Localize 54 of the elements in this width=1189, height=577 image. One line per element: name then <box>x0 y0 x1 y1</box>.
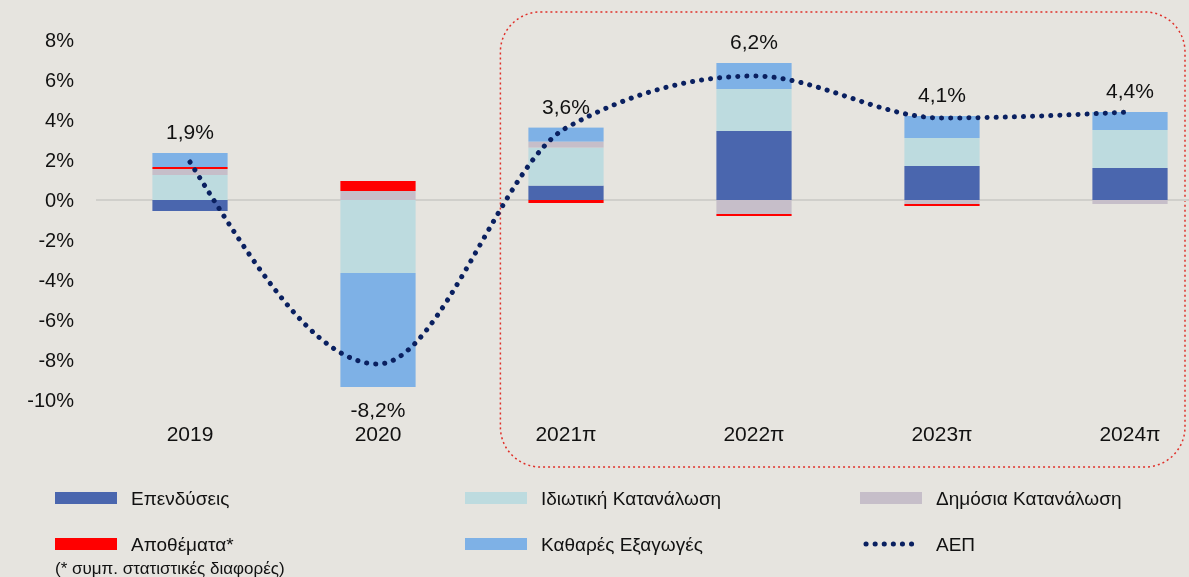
bar <box>716 131 792 200</box>
legend-label: Δημόσια Κατανάλωση <box>936 488 1122 509</box>
bar <box>1092 168 1168 200</box>
x-tick-label: 2022π <box>723 422 785 445</box>
bar <box>152 153 228 167</box>
bar <box>904 166 980 200</box>
data-label: 4,1% <box>918 83 966 106</box>
bar <box>1092 200 1168 204</box>
bar <box>340 200 416 273</box>
bar <box>716 63 792 89</box>
bar <box>1092 112 1168 130</box>
x-tick-label: 2021π <box>535 422 597 445</box>
y-tick-label: -10% <box>27 389 75 411</box>
bar <box>340 191 416 200</box>
y-tick-label: -2% <box>38 229 75 251</box>
text: (* συμπ. στατιστικές διαφορές) <box>55 559 285 577</box>
data-label: 4,4% <box>1106 79 1154 102</box>
bar <box>528 147 604 186</box>
y-tick-label: 8% <box>45 29 75 51</box>
legend-label: Ιδιωτική Κατανάλωση <box>541 488 722 509</box>
data-label: -8,2% <box>350 398 406 421</box>
x-tick-label: 2020 <box>354 422 402 445</box>
bar <box>152 169 228 175</box>
bar <box>904 138 980 166</box>
legend-label: Αποθέματα* <box>131 534 235 555</box>
bar <box>716 200 792 214</box>
y-tick-label: -4% <box>38 269 75 291</box>
legend-label: Επενδύσεις <box>131 488 230 509</box>
bar <box>528 127 604 142</box>
bar <box>1092 130 1168 168</box>
x-tick-label: 2024π <box>1099 422 1161 445</box>
y-tick-label: 6% <box>45 69 75 91</box>
legend-label: Καθαρές Εξαγωγές <box>541 534 703 555</box>
y-tick-label: -8% <box>38 349 75 371</box>
legend-label: ΑΕΠ <box>936 534 976 555</box>
bar <box>528 141 604 148</box>
x-tick-label: 2023π <box>911 422 973 445</box>
bar <box>904 200 980 204</box>
bar <box>340 273 416 387</box>
x-tick-label: 2019 <box>166 422 214 445</box>
data-label: 3,6% <box>542 94 590 118</box>
bar <box>904 116 980 138</box>
y-tick-label: 2% <box>45 149 75 171</box>
bar <box>528 185 604 200</box>
bar <box>716 89 792 131</box>
data-label: 6,2% <box>730 30 778 53</box>
bar <box>528 200 604 203</box>
data-label: 1,9% <box>166 120 214 143</box>
y-tick-label: -6% <box>38 309 75 331</box>
y-tick-label: 4% <box>45 109 75 131</box>
bar <box>340 181 416 191</box>
bar <box>152 200 228 211</box>
y-tick-label: 0% <box>45 189 75 211</box>
bar <box>152 175 228 200</box>
